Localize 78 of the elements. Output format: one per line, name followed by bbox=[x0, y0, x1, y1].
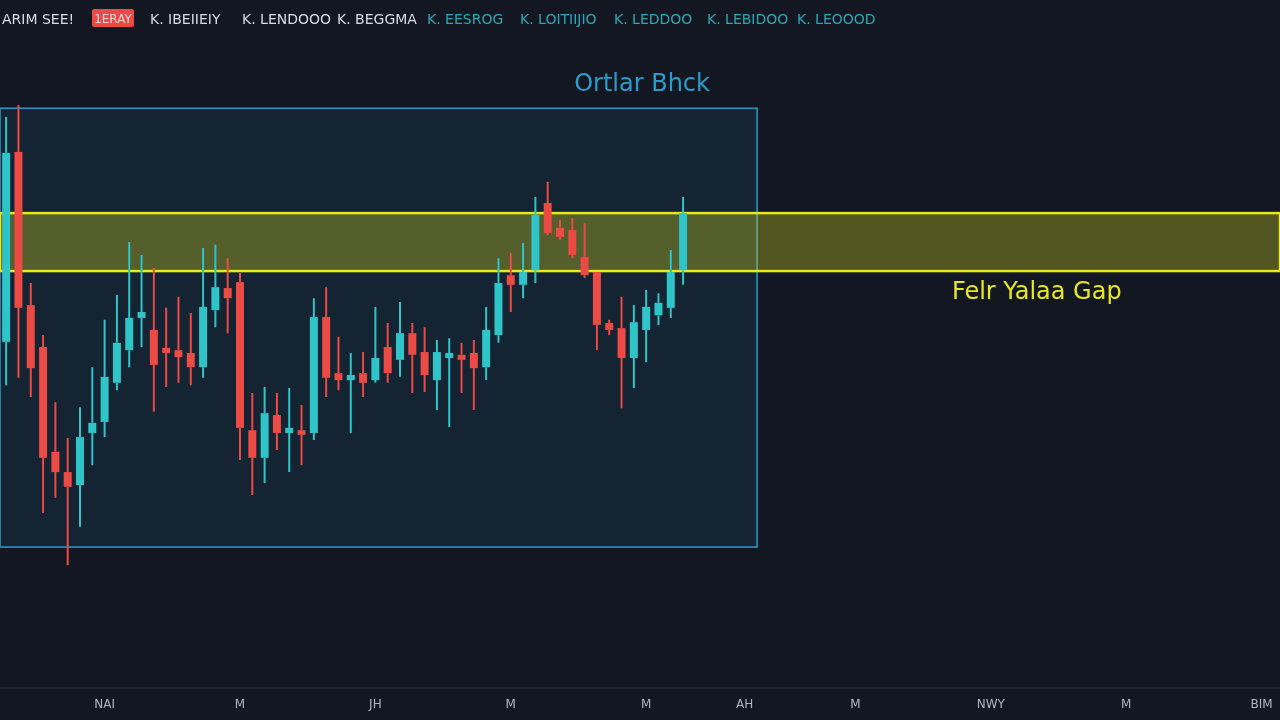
candlestick bbox=[272, 391, 281, 451]
candlestick bbox=[39, 334, 48, 515]
candlestick bbox=[494, 257, 503, 344]
candlestick bbox=[248, 391, 257, 497]
x-tick-label: M bbox=[1120, 697, 1132, 711]
candlestick bbox=[211, 243, 220, 329]
candlestick bbox=[309, 297, 318, 441]
text: K. LOITIIJIO bbox=[520, 11, 597, 27]
candlestick bbox=[186, 311, 195, 387]
candlestick bbox=[51, 401, 60, 499]
text: K. IBEIIEIY bbox=[150, 11, 221, 27]
x-tick-label: AH bbox=[736, 697, 754, 711]
candlestick bbox=[605, 318, 614, 336]
candlestick bbox=[63, 437, 72, 566]
candlestick bbox=[642, 288, 651, 364]
candlestick bbox=[383, 322, 392, 384]
candlestick bbox=[580, 222, 589, 279]
candlestick bbox=[236, 271, 244, 462]
text: K. LEDDOO bbox=[614, 11, 693, 27]
candlestick bbox=[396, 300, 404, 378]
x-tick-label: BIM bbox=[1250, 697, 1273, 711]
x-tick-label: M bbox=[234, 697, 246, 711]
candlestick bbox=[629, 304, 638, 389]
candlestick bbox=[149, 266, 158, 413]
candlestick bbox=[556, 219, 564, 241]
band-label: Ortlar Bhck bbox=[574, 69, 711, 98]
candlestick bbox=[322, 286, 331, 399]
candlestick bbox=[445, 337, 454, 428]
candlestick bbox=[346, 351, 355, 434]
candlestick bbox=[420, 326, 429, 394]
x-tick-label: NAI bbox=[94, 697, 115, 711]
candlestick bbox=[592, 271, 601, 352]
candlestick bbox=[14, 104, 23, 379]
candlestick bbox=[654, 292, 663, 326]
candlestick bbox=[506, 252, 515, 313]
candlestick bbox=[100, 318, 109, 439]
text: K. LEBIDOO bbox=[707, 11, 789, 27]
x-tick-label: M bbox=[505, 697, 516, 711]
candlestick bbox=[2, 115, 11, 387]
candlestick bbox=[76, 406, 84, 528]
candlestick bbox=[543, 180, 552, 237]
candlestick bbox=[174, 295, 183, 384]
candlestick bbox=[26, 282, 35, 399]
text: 1ERAY bbox=[94, 12, 133, 26]
x-tick-label: M bbox=[640, 697, 652, 711]
x-tick-label: NWY bbox=[976, 697, 1006, 711]
candlestick bbox=[457, 341, 466, 394]
candlestick bbox=[469, 339, 478, 411]
candlestick bbox=[679, 196, 688, 286]
text: K. LENDOOO bbox=[242, 11, 332, 27]
candlestick bbox=[334, 335, 343, 392]
candlestick bbox=[88, 366, 97, 467]
candlestick bbox=[568, 217, 577, 260]
candlestick bbox=[666, 248, 675, 319]
candlestick bbox=[408, 322, 417, 394]
band-label: Felr Yalaa Gap bbox=[951, 277, 1122, 306]
candlestick bbox=[125, 241, 134, 369]
candlestick bbox=[112, 293, 121, 392]
text: K. BEGGMA bbox=[337, 11, 418, 27]
candlestick bbox=[223, 257, 232, 335]
x-tick-label: JH bbox=[368, 697, 382, 711]
candlestick bbox=[137, 253, 146, 348]
text: K. LEOOOD bbox=[797, 11, 876, 27]
text: ARIM SEE! bbox=[2, 11, 75, 27]
text: K. EESROG bbox=[427, 11, 504, 27]
candlestick bbox=[260, 385, 269, 485]
x-tick-label: M bbox=[850, 697, 861, 711]
candlestick bbox=[297, 403, 306, 467]
candlestick bbox=[531, 196, 540, 285]
candlestick bbox=[371, 305, 380, 384]
candlestick bbox=[617, 295, 626, 410]
candlestick bbox=[432, 339, 441, 411]
candlestick bbox=[359, 351, 368, 399]
candlestick bbox=[285, 386, 294, 474]
candlestick bbox=[482, 305, 491, 382]
candlestick bbox=[519, 242, 528, 300]
candlestick bbox=[199, 247, 208, 379]
candlestick bbox=[162, 306, 171, 388]
